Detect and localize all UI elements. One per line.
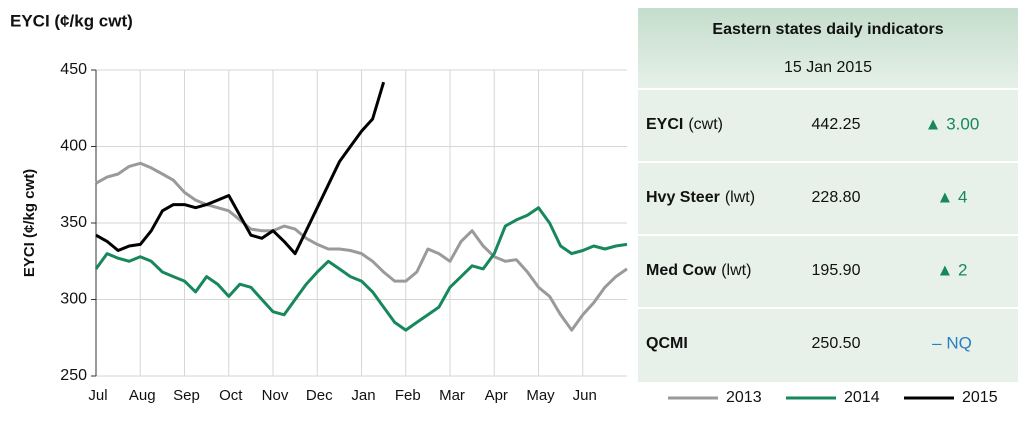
row-change: ▲ 3.00 bbox=[925, 114, 980, 133]
row-price: 250.50 bbox=[812, 335, 861, 352]
chart-title: EYCI (¢/kg cwt) bbox=[10, 11, 133, 30]
y-tick-label: 250 bbox=[60, 367, 87, 384]
x-tick-label: Mar bbox=[439, 387, 465, 404]
row-change: ▲ 2 bbox=[936, 260, 967, 279]
row-label: Hvy Steer (lwt) bbox=[646, 189, 755, 206]
row-unit: (lwt) bbox=[725, 189, 755, 206]
x-tick-label: Oct bbox=[219, 387, 243, 404]
line-series bbox=[94, 206, 628, 332]
row-label: EYCI (cwt) bbox=[646, 116, 723, 133]
x-tick-label: May bbox=[526, 387, 555, 404]
x-tick-label: Jun bbox=[573, 387, 597, 404]
row-label: QCMI bbox=[646, 335, 688, 352]
x-tick-label: Feb bbox=[395, 387, 421, 404]
legend-label: 2015 bbox=[962, 389, 998, 406]
x-tick-label: Dec bbox=[306, 387, 333, 404]
row-price: 228.80 bbox=[812, 189, 861, 206]
row-name: EYCI bbox=[646, 116, 683, 133]
row-name: Hvy Steer bbox=[646, 189, 720, 206]
row-change: ▲ 4 bbox=[936, 187, 967, 206]
x-tick-label: Jul bbox=[88, 387, 107, 404]
x-tick-label: Apr bbox=[485, 387, 508, 404]
y-axis-label: EYCI (¢/kg cwt) bbox=[21, 169, 38, 277]
line-series bbox=[95, 161, 628, 332]
legend-label: 2014 bbox=[844, 389, 880, 406]
y-tick-label: 400 bbox=[60, 138, 87, 155]
row-change: – NQ bbox=[932, 333, 972, 352]
row-price: 442.25 bbox=[812, 116, 861, 133]
y-tick-label: 300 bbox=[60, 291, 87, 308]
x-tick-label: Aug bbox=[129, 387, 156, 404]
row-unit: (lwt) bbox=[721, 262, 751, 279]
y-tick-label: 350 bbox=[60, 214, 87, 231]
y-tick-label: 450 bbox=[60, 61, 87, 78]
line-series bbox=[95, 81, 386, 256]
panel-date: 15 Jan 2015 bbox=[784, 59, 872, 76]
panel-title: Eastern states daily indicators bbox=[712, 21, 943, 38]
row-unit: (cwt) bbox=[688, 116, 723, 133]
legend-label: 2013 bbox=[726, 389, 762, 406]
x-tick-label: Sep bbox=[173, 387, 200, 404]
row-name: QCMI bbox=[646, 335, 688, 352]
row-name: Med Cow bbox=[646, 262, 717, 279]
x-tick-label: Jan bbox=[351, 387, 375, 404]
row-price: 195.90 bbox=[812, 262, 861, 279]
row-label: Med Cow (lwt) bbox=[646, 262, 751, 279]
x-tick-label: Nov bbox=[262, 387, 289, 404]
panel-header bbox=[638, 8, 1018, 90]
